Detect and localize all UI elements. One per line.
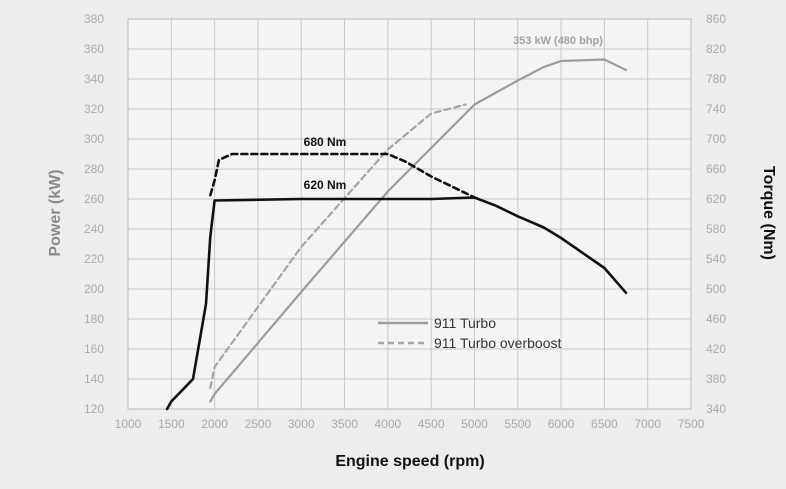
series-line-torque-overboost: [209, 152, 476, 199]
tick-labels: 1000 1500 2000 2500 3000 3500 4000 4500 5000 5500…: [84, 12, 726, 431]
x-tick-label: 4000: [374, 417, 401, 431]
torque-overboost-annotation: 680 Nm: [304, 135, 347, 149]
series-lines: [165, 58, 628, 411]
right-y-tick-label: 660: [706, 162, 726, 176]
left-y-tick-label: 120: [84, 402, 104, 416]
x-tick-label: 2000: [201, 417, 228, 431]
plot-frame: [127, 18, 692, 410]
x-tick-label: 1000: [115, 417, 142, 431]
legend-label-911-turbo: 911 Turbo: [434, 315, 496, 331]
left-y-tick-label: 280: [84, 162, 104, 176]
legend-label-911-turbo-overboost: 911 Turbo overboost: [434, 335, 561, 351]
right-y-tick-label: 380: [706, 372, 726, 386]
left-y-tick-label: 260: [84, 192, 104, 206]
x-tick-label: 3000: [288, 417, 315, 431]
x-tick-label: 5500: [504, 417, 531, 431]
right-y-tick-label: 580: [706, 222, 726, 236]
right-axis-title: Torque (Nm): [760, 166, 777, 260]
x-tick-label: 6000: [548, 417, 575, 431]
right-y-tick-label: 620: [706, 192, 726, 206]
series-line-power-standard: [209, 58, 628, 403]
left-y-tick-label: 300: [84, 132, 104, 146]
legend: 911 Turbo 911 Turbo overboost: [378, 315, 561, 351]
left-axis-title: Power (kW): [47, 169, 64, 256]
x-axis-title: Engine speed (rpm): [335, 453, 484, 470]
x-tick-label: 7500: [678, 417, 705, 431]
right-y-tick-label: 540: [706, 252, 726, 266]
x-tick-label: 3500: [331, 417, 358, 431]
left-y-tick-label: 140: [84, 372, 104, 386]
left-y-tick-label: 160: [84, 342, 104, 356]
left-y-tick-label: 340: [84, 72, 104, 86]
right-y-tick-label: 740: [706, 102, 726, 116]
x-tick-label: 5000: [461, 417, 488, 431]
right-y-tick-label: 500: [706, 282, 726, 296]
right-y-tick-label: 780: [706, 72, 726, 86]
left-y-tick-label: 240: [84, 222, 104, 236]
right-y-tick-label: 340: [706, 402, 726, 416]
x-tick-label: 4500: [418, 417, 445, 431]
torque-normal-annotation: 620 Nm: [304, 178, 347, 192]
right-y-tick-label: 860: [706, 12, 726, 26]
series-line-torque-standard: [165, 196, 628, 411]
x-tick-label: 7000: [634, 417, 661, 431]
right-y-tick-label: 460: [706, 312, 726, 326]
left-y-tick-label: 360: [84, 42, 104, 56]
right-y-tick-label: 820: [706, 42, 726, 56]
left-y-tick-label: 380: [84, 12, 104, 26]
right-y-tick-label: 700: [706, 132, 726, 146]
left-y-tick-label: 220: [84, 252, 104, 266]
x-tick-label: 1500: [158, 417, 185, 431]
left-y-tick-label: 320: [84, 102, 104, 116]
right-y-tick-label: 420: [706, 342, 726, 356]
peak-power-annotation: 353 kW (480 bhp): [513, 35, 603, 47]
left-y-tick-label: 180: [84, 312, 104, 326]
x-tick-label: 2500: [245, 417, 272, 431]
x-tick-label: 6500: [591, 417, 618, 431]
left-y-tick-label: 200: [84, 282, 104, 296]
